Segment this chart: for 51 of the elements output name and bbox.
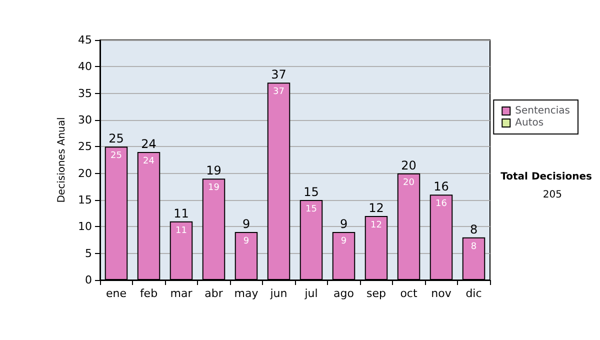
y-tick-label: 35 (78, 86, 92, 100)
legend-label: Autos (515, 118, 544, 128)
data-label: 37 (273, 87, 284, 98)
total-label: 19 (206, 164, 222, 178)
total-label: 16 (434, 180, 449, 194)
x-tick-label: sep (366, 287, 386, 300)
total-label: 11 (174, 206, 189, 220)
data-label: 24 (143, 156, 155, 166)
data-label: 11 (176, 226, 187, 236)
text: Total Decisiones (500, 172, 592, 182)
y-axis-title: Decisiones Anual (56, 117, 68, 203)
x-tick-label: feb (140, 287, 158, 300)
y-tick-label: 10 (78, 220, 92, 234)
data-label: 8 (470, 242, 477, 252)
x-tick-label: nov (431, 287, 452, 300)
text: 205 (542, 190, 562, 200)
y-tick-label: 20 (78, 166, 92, 180)
total-label: 25 (108, 132, 124, 146)
y-tick-label: 40 (78, 60, 92, 74)
y-tick-label: 25 (78, 140, 92, 154)
x-tick-label: oct (400, 287, 418, 300)
data-label: 9 (340, 236, 347, 246)
x-tick-label: dic (466, 287, 482, 300)
data-label: 20 (403, 178, 415, 188)
total-label: 20 (401, 158, 416, 172)
x-tick-label: may (234, 287, 259, 300)
y-tick-label: 15 (78, 194, 92, 206)
x-tick-label: jul (304, 287, 318, 300)
total-label: 9 (242, 217, 250, 231)
data-label: 15 (306, 204, 317, 214)
y-tick-label: 30 (78, 114, 92, 126)
x-tick-label: mar (170, 287, 193, 300)
data-label: 25 (110, 151, 122, 162)
x-tick-label: jun (269, 287, 288, 300)
total-label: 9 (340, 217, 348, 231)
data-label: 12 (370, 220, 382, 230)
legend-label: Sentencias (515, 106, 570, 116)
total-label: 15 (304, 185, 319, 199)
total-label: 12 (368, 201, 384, 215)
x-tick-label: ago (334, 287, 354, 300)
y-tick-label: 0 (85, 274, 92, 286)
y-tick-label: 5 (85, 246, 92, 260)
data-label: 16 (436, 199, 448, 210)
total-label: 24 (141, 137, 156, 151)
x-tick-label: ene (106, 287, 127, 300)
total-label: 8 (470, 222, 478, 236)
data-label: 19 (208, 183, 220, 194)
total-label: 37 (271, 68, 286, 82)
x-tick-label: abr (204, 287, 224, 300)
data-label: 9 (243, 236, 250, 246)
y-tick-label: 45 (78, 34, 92, 46)
